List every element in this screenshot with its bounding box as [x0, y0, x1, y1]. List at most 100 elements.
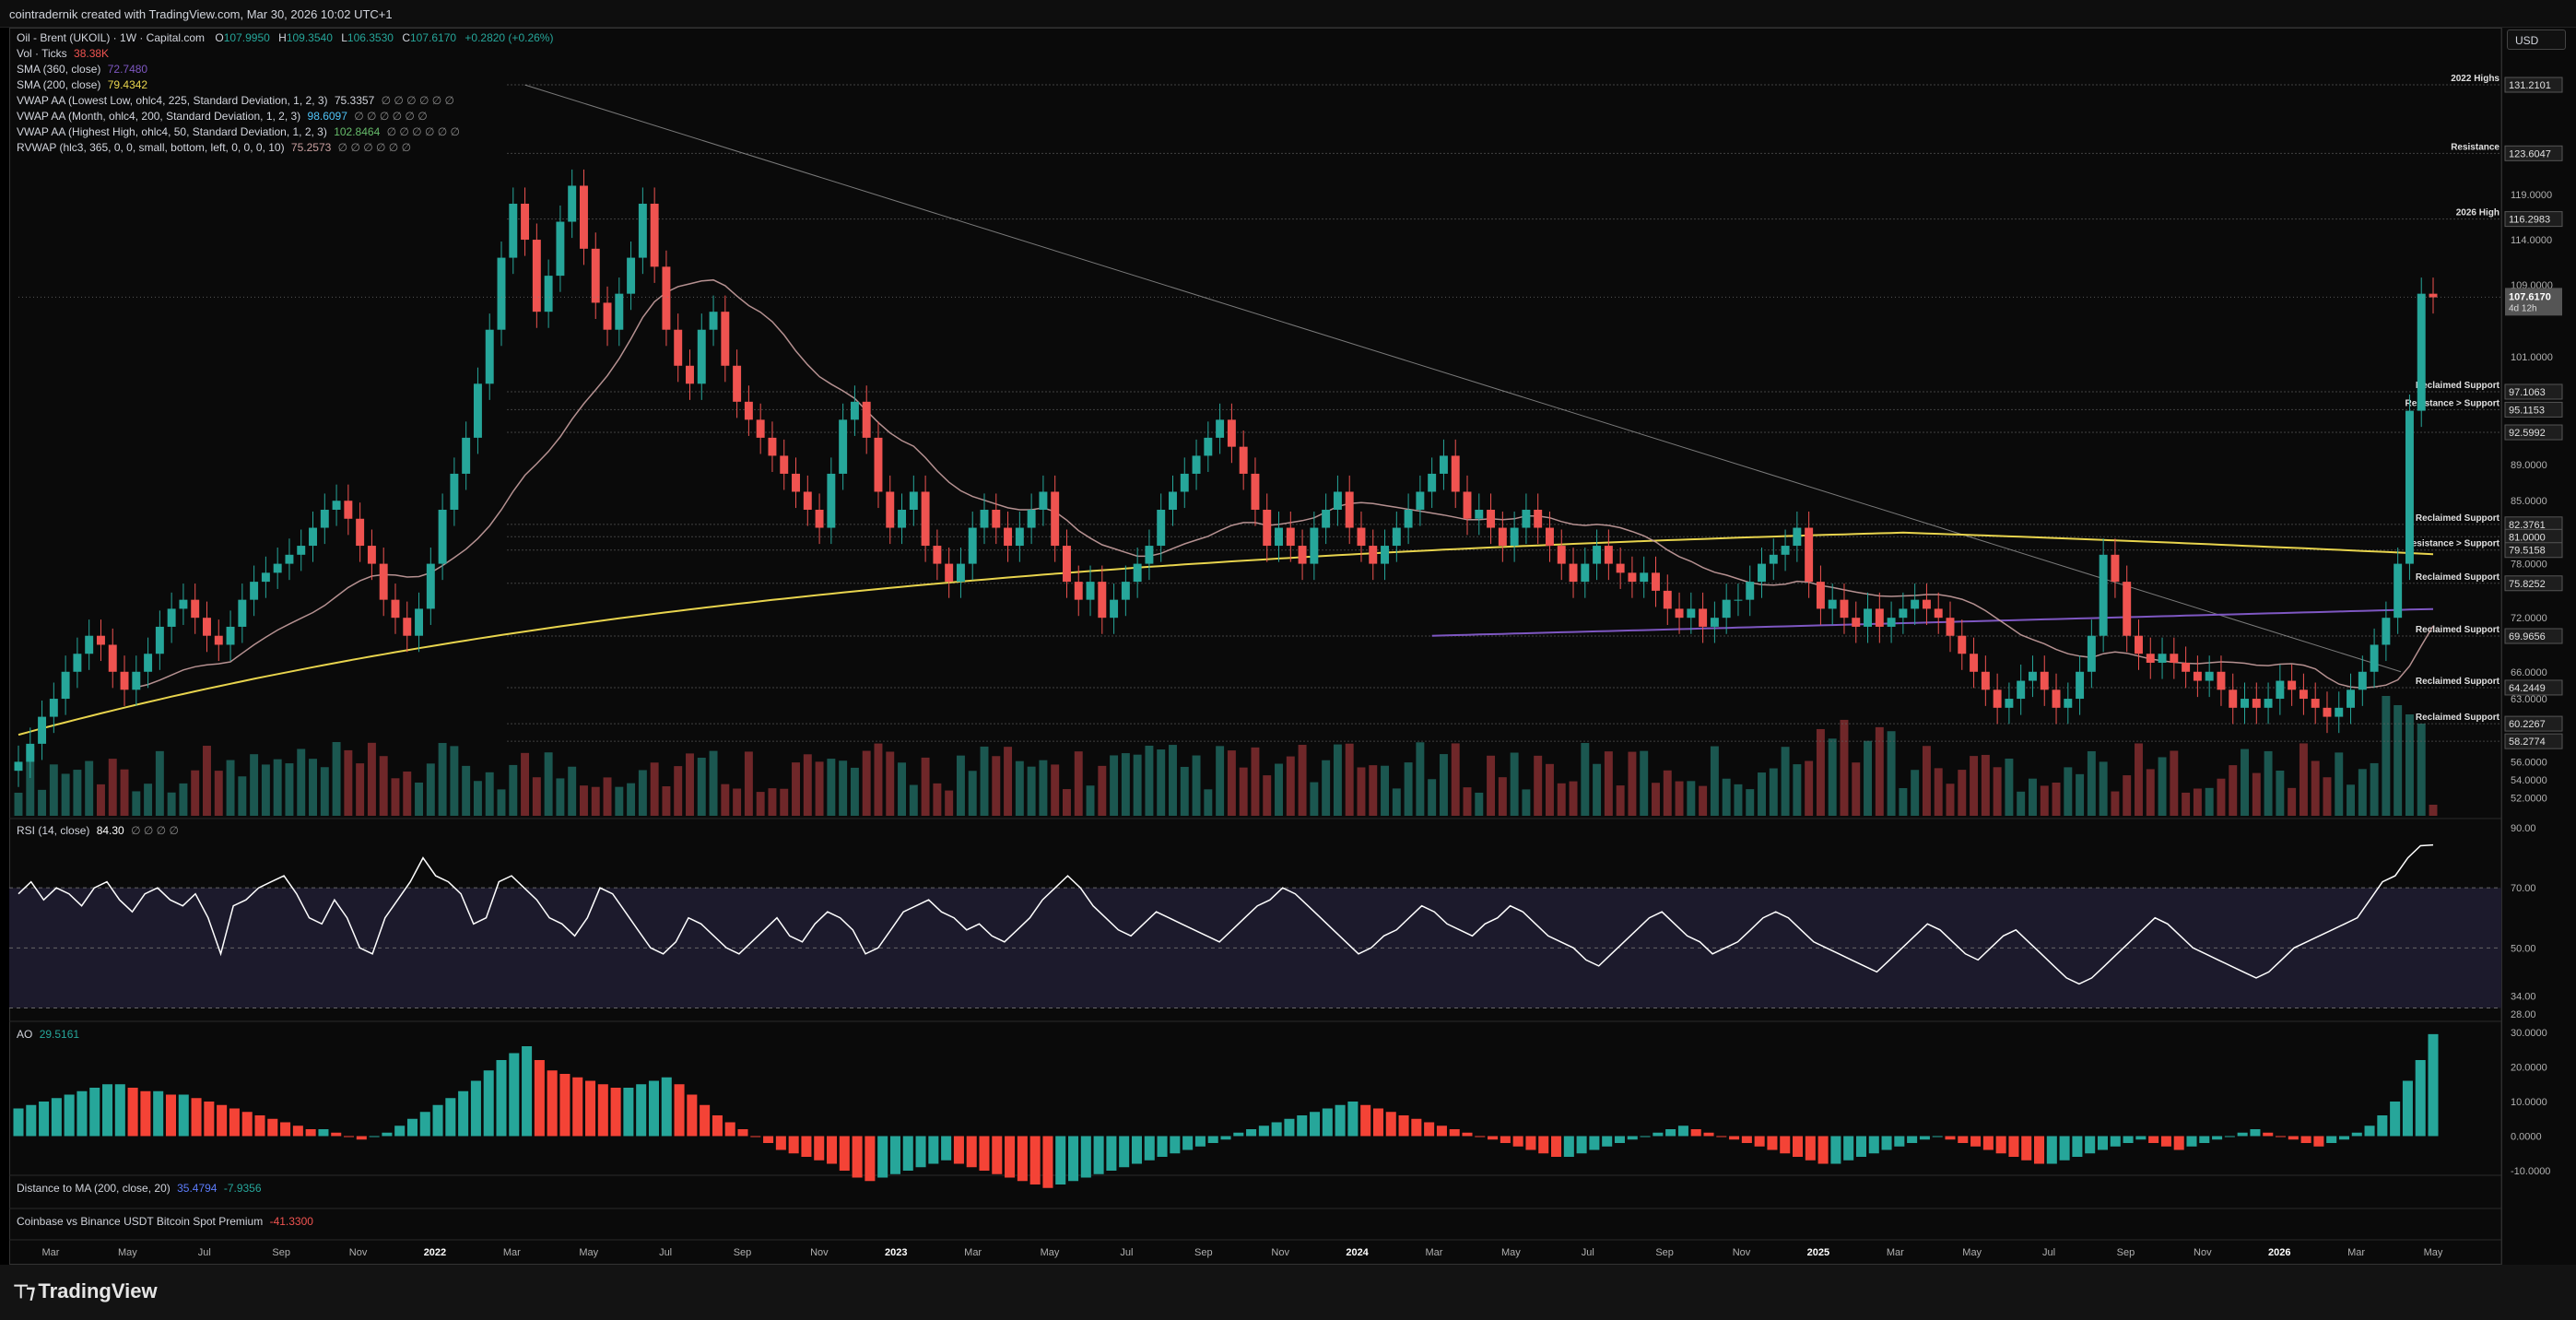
ao-legend[interactable]: AO 29.5161 — [17, 1028, 79, 1041]
volume-bar — [1816, 728, 1825, 816]
legend-row-vol[interactable]: Vol · Ticks 38.38K — [17, 47, 109, 60]
candle-body — [1534, 510, 1543, 528]
price-axis[interactable] — [2502, 28, 2576, 1265]
candle-body — [1369, 546, 1378, 564]
candle-body — [2205, 671, 2214, 681]
volume-bar — [1734, 784, 1743, 816]
volume-bar — [591, 786, 600, 816]
candle-body — [1015, 527, 1024, 547]
legend-vwap2-value: 98.6097 — [307, 110, 347, 123]
volume-bar — [309, 759, 317, 816]
ao-bar — [102, 1084, 113, 1137]
level-note: Resistance > Support — [2405, 539, 2500, 549]
chart-svg[interactable]: 2022 Highs 131.2101 Resistance 123.6047 2026… — [0, 0, 2576, 1265]
time-axis-label: Jul — [1120, 1247, 1133, 1258]
ao-bar — [1830, 1136, 1841, 1164]
candle-body — [1333, 491, 1342, 510]
volume-bar — [1852, 762, 1861, 816]
candle-body — [686, 365, 694, 384]
ao-bar — [979, 1136, 990, 1171]
volume-bar — [2170, 750, 2179, 816]
volume-bar — [1251, 747, 1260, 816]
legend-row-vwap2[interactable]: VWAP AA (Month, ohlc4, 200, Standard Dev… — [17, 110, 428, 123]
candle-body — [1545, 527, 1554, 547]
volume-bar — [697, 758, 706, 816]
distance-legend[interactable]: Distance to MA (200, close, 20) 35.4794 … — [17, 1182, 262, 1195]
candle-body — [2288, 680, 2297, 690]
last-price-value: 107.6170 — [2509, 291, 2551, 302]
ao-bar — [522, 1046, 533, 1137]
candle-body — [1522, 510, 1531, 528]
volume-bar — [1145, 745, 1154, 816]
legend-high: 109.3540 — [286, 31, 333, 44]
candle-body — [2335, 707, 2344, 717]
ao-bar — [1449, 1129, 1460, 1137]
legend-row-vwap1[interactable]: VWAP AA (Lowest Low, ohlc4, 225, Standar… — [17, 94, 454, 107]
volume-bar — [285, 763, 294, 816]
candle-body — [544, 276, 553, 312]
volume-bar — [2005, 758, 2014, 816]
candle-body — [1133, 563, 1142, 583]
volume-bar — [1169, 745, 1177, 816]
candle-body — [2311, 699, 2320, 708]
ao-bar — [140, 1090, 151, 1137]
volume-bar — [2323, 777, 2332, 816]
volume-bar — [226, 760, 235, 816]
legend-vol-label: Vol · Ticks — [17, 47, 67, 60]
ao-bar — [356, 1136, 367, 1140]
candle-body — [1970, 654, 1979, 672]
candle-body — [450, 473, 459, 510]
candle-body — [827, 473, 836, 528]
legend-row-sma200[interactable]: SMA (200, close) 79.4342 — [17, 78, 147, 91]
ao-bar — [419, 1112, 430, 1137]
candle-body — [2252, 699, 2261, 708]
candle-body — [2087, 635, 2096, 672]
legend-row-vwap3[interactable]: VWAP AA (Highest High, ohlc4, 50, Standa… — [17, 125, 460, 138]
ao-bar — [1284, 1118, 1295, 1137]
legend-h-label: H — [278, 31, 287, 44]
legend-row-sma360[interactable]: SMA (360, close) 72.7480 — [17, 63, 147, 76]
ao-bar — [2351, 1132, 2362, 1137]
volume-bar — [2394, 705, 2403, 816]
candle-body — [144, 654, 153, 672]
volume-bar — [1534, 755, 1543, 816]
time-axis-label: Mar — [503, 1247, 521, 1258]
ao-bar — [2186, 1136, 2197, 1147]
volume-bar — [2123, 775, 2132, 816]
volume-bar — [532, 777, 541, 816]
price-tick-label: 89.0000 — [2511, 460, 2547, 471]
candle-body — [1981, 671, 1990, 690]
candle-body — [1345, 491, 1354, 528]
rsi-legend[interactable]: RSI (14, close) 84.30 ∅ ∅ ∅ ∅ — [17, 824, 179, 837]
rsi-value: 84.30 — [96, 824, 124, 837]
candle-body — [391, 599, 400, 619]
price-tick-label: 114.0000 — [2511, 235, 2552, 246]
ao-bar — [2364, 1126, 2375, 1137]
candle-body — [273, 563, 282, 573]
tradingview-logo[interactable]: ⊤⁊ TradingView — [13, 1279, 158, 1303]
ao-bar — [394, 1126, 406, 1137]
time-axis-label: 2023 — [885, 1247, 907, 1258]
time-axis-label: Nov — [1271, 1247, 1289, 1258]
volume-bar — [1227, 750, 1236, 816]
ao-bar — [610, 1088, 621, 1137]
volume-bar — [980, 746, 989, 816]
candle-body — [1086, 582, 1095, 600]
volume-bar — [2064, 767, 2073, 816]
ao-bar — [89, 1088, 100, 1137]
time-axis-label: Mar — [1887, 1247, 1904, 1258]
ao-bar — [318, 1129, 329, 1137]
currency-button[interactable]: USD — [2507, 29, 2566, 50]
ao-bar — [788, 1136, 799, 1154]
premium-legend[interactable]: Coinbase vs Binance USDT Bitcoin Spot Pr… — [17, 1215, 313, 1228]
legend-row-rvwap[interactable]: RVWAP (hlc3, 365, 0, 0, small, bottom, l… — [17, 141, 411, 154]
time-axis-label: Sep — [1194, 1247, 1213, 1258]
volume-bar — [1864, 740, 1873, 816]
candle-body — [1946, 618, 1955, 636]
last-price-box — [2505, 288, 2562, 316]
ao-bar — [737, 1129, 748, 1137]
volume-bar — [603, 777, 612, 816]
candle-body — [1699, 608, 1708, 627]
chart-area[interactable] — [9, 28, 2502, 1265]
price-label: 64.2449 — [2509, 683, 2546, 694]
